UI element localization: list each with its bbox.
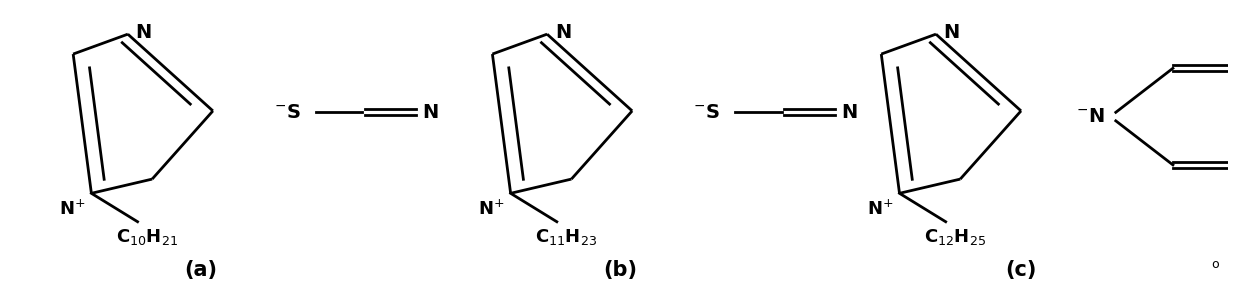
Text: N$^{+}$: N$^{+}$ (867, 199, 893, 218)
Text: (c): (c) (1006, 260, 1037, 280)
Text: N: N (422, 103, 438, 122)
Text: (b): (b) (603, 260, 637, 280)
Text: N$^{+}$: N$^{+}$ (479, 199, 505, 218)
Text: $^{-}$N: $^{-}$N (1075, 107, 1105, 126)
Text: N: N (841, 103, 857, 122)
Text: $^{-}$S: $^{-}$S (693, 103, 719, 122)
Text: C$_{10}$H$_{21}$: C$_{10}$H$_{21}$ (117, 227, 179, 247)
Text: N: N (554, 23, 570, 42)
Text: o: o (1211, 258, 1219, 271)
Text: N: N (135, 23, 151, 42)
Text: N$^{+}$: N$^{+}$ (58, 199, 86, 218)
Text: $^{-}$S: $^{-}$S (274, 103, 300, 122)
Text: C$_{11}$H$_{23}$: C$_{11}$H$_{23}$ (536, 227, 598, 247)
Text: N: N (944, 23, 960, 42)
Text: (a): (a) (185, 260, 217, 280)
Text: C$_{12}$H$_{25}$: C$_{12}$H$_{25}$ (924, 227, 987, 247)
